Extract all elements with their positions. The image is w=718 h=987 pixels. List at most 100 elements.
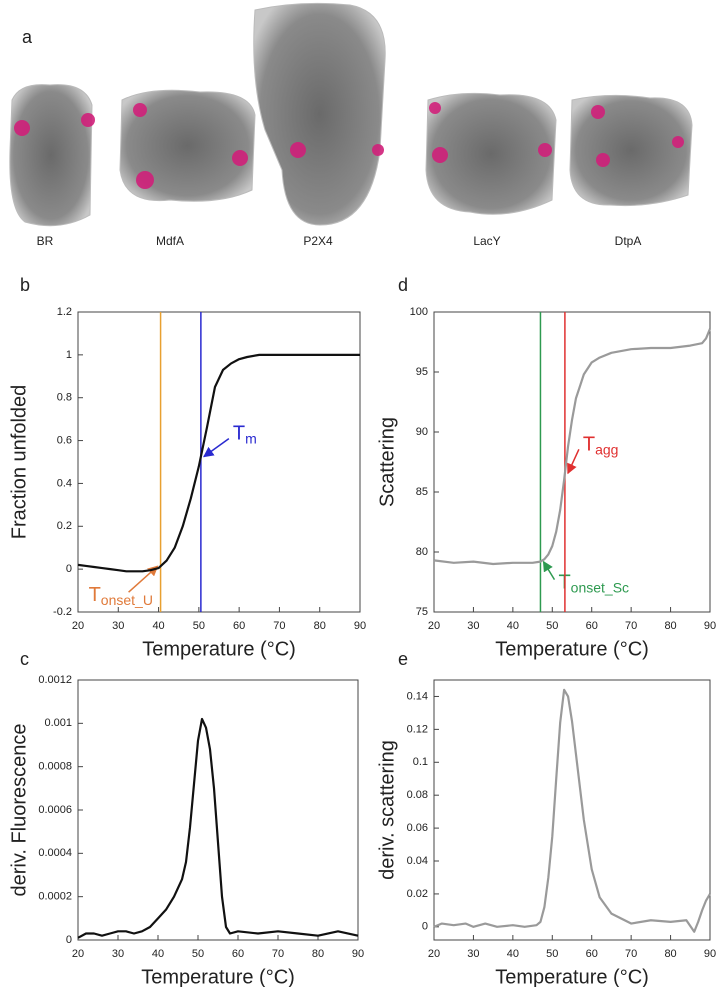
y-axis-title: Scattering — [376, 417, 398, 507]
annotation: Tm — [233, 423, 257, 446]
plot-frame — [433, 679, 711, 941]
y-tick-label: 0.6 — [57, 434, 72, 446]
x-tick-label: 60 — [586, 948, 598, 960]
y-tick-label: 0 — [422, 921, 428, 933]
x-tick-label: 50 — [546, 620, 558, 632]
x-tick-label: 20 — [72, 948, 84, 960]
protein-labels: BR MdfA P2X4 LacY DtpA — [37, 234, 642, 248]
protein-BR — [9, 84, 93, 227]
panel-letter: a — [22, 27, 33, 47]
x-tick-label: 80 — [664, 620, 676, 632]
x-tick-label: 70 — [272, 948, 284, 960]
x-tick-label: 20 — [72, 620, 84, 632]
y-tick-label: 85 — [416, 486, 428, 498]
data-line — [77, 717, 359, 939]
x-axis-title: Temperature (°C) — [495, 638, 649, 660]
data-line — [77, 353, 360, 573]
annotation-arrow — [542, 560, 556, 580]
y-tick-label: 0.04 — [407, 855, 428, 867]
y-tick-label: 1.2 — [57, 306, 72, 318]
y-tick-label: 0.12 — [407, 723, 428, 735]
x-tick-label: 90 — [704, 620, 716, 632]
y-tick-label: 0.14 — [407, 690, 428, 702]
surface-highlights — [14, 102, 684, 189]
y-tick-label: 0.2 — [57, 520, 72, 532]
x-tick-label: 30 — [112, 948, 124, 960]
panel-letter: d — [398, 275, 408, 295]
x-tick-label: 70 — [625, 620, 637, 632]
y-tick-label: 0.4 — [57, 477, 72, 489]
y-tick-label: 0.0012 — [38, 674, 72, 686]
y-tick-label: 95 — [416, 366, 428, 378]
y-tick-label: 0.8 — [57, 392, 72, 404]
protein-structures — [9, 2, 693, 227]
y-tick-label: 1 — [66, 349, 72, 361]
x-tick-label: 80 — [312, 948, 324, 960]
plot-frame — [77, 311, 361, 613]
x-tick-label: 50 — [546, 948, 558, 960]
x-tick-label: 70 — [273, 620, 285, 632]
annotation: Tonset_Sc — [558, 572, 629, 595]
y-axis-title: deriv. Fluorescence — [8, 723, 30, 896]
protein-label: MdfA — [156, 234, 184, 248]
x-tick-label: 30 — [112, 620, 124, 632]
x-tick-label: 50 — [192, 948, 204, 960]
y-tick-label: 0.0002 — [38, 891, 72, 903]
protein-label: DtpA — [615, 234, 642, 248]
protein-label: BR — [37, 234, 54, 248]
y-tick-label: 0.06 — [407, 822, 428, 834]
annotation: Tonset_U — [89, 584, 153, 607]
x-tick-label: 20 — [428, 620, 440, 632]
y-tick-label: 75 — [416, 606, 428, 618]
protein-label: LacY — [473, 234, 500, 248]
annotation-arrow — [203, 438, 230, 458]
annotation-subscript: m — [245, 430, 257, 446]
annotation-main: T — [583, 434, 595, 456]
x-tick-label: 90 — [352, 948, 364, 960]
y-tick-label: 90 — [416, 426, 428, 438]
x-tick-label: 40 — [507, 620, 519, 632]
y-axis-title: Fraction unfolded — [8, 385, 30, 540]
x-tick-label: 40 — [152, 948, 164, 960]
protein-P2X4 — [253, 2, 386, 226]
x-tick-label: 90 — [354, 620, 366, 632]
x-tick-label: 40 — [152, 620, 164, 632]
annotation-main: T — [233, 423, 245, 445]
data-line — [433, 688, 711, 933]
x-axis-title: Temperature (°C) — [141, 966, 295, 987]
x-tick-label: 70 — [625, 948, 637, 960]
y-tick-label: 0 — [66, 563, 72, 575]
y-tick-label: 0.0008 — [38, 761, 72, 773]
annotation-main: T — [89, 584, 101, 606]
annotation-arrow — [567, 448, 580, 475]
protein-LacY — [425, 92, 557, 215]
annotation: Tagg — [583, 434, 619, 457]
x-tick-label: 20 — [428, 948, 440, 960]
y-tick-label: 80 — [416, 546, 428, 558]
x-tick-label: 60 — [233, 620, 245, 632]
y-tick-label: 0.0004 — [38, 847, 72, 859]
y-tick-label: 0.08 — [407, 789, 428, 801]
panel-letter: c — [20, 649, 29, 669]
y-tick-label: 100 — [410, 306, 428, 318]
y-tick-label: 0.001 — [44, 717, 72, 729]
panel-letter: b — [20, 275, 30, 295]
protein-label: P2X4 — [303, 234, 333, 248]
plot-frame — [77, 679, 359, 941]
x-tick-label: 90 — [704, 948, 716, 960]
data-line — [433, 328, 712, 566]
y-tick-label: 0.02 — [407, 888, 428, 900]
annotation-subscript: agg — [595, 441, 618, 457]
x-tick-label: 80 — [664, 948, 676, 960]
x-tick-label: 60 — [586, 620, 598, 632]
x-axis-title: Temperature (°C) — [142, 638, 296, 660]
y-axis-title: deriv. scattering — [376, 740, 398, 880]
annotation-subscript: onset_U — [101, 592, 153, 608]
panel-letter: e — [398, 649, 408, 669]
y-tick-label: 0.1 — [413, 756, 428, 768]
protein-DtpA — [569, 94, 693, 207]
y-tick-label: 0.0006 — [38, 804, 72, 816]
plot-frame — [433, 311, 711, 613]
x-tick-label: 40 — [507, 948, 519, 960]
